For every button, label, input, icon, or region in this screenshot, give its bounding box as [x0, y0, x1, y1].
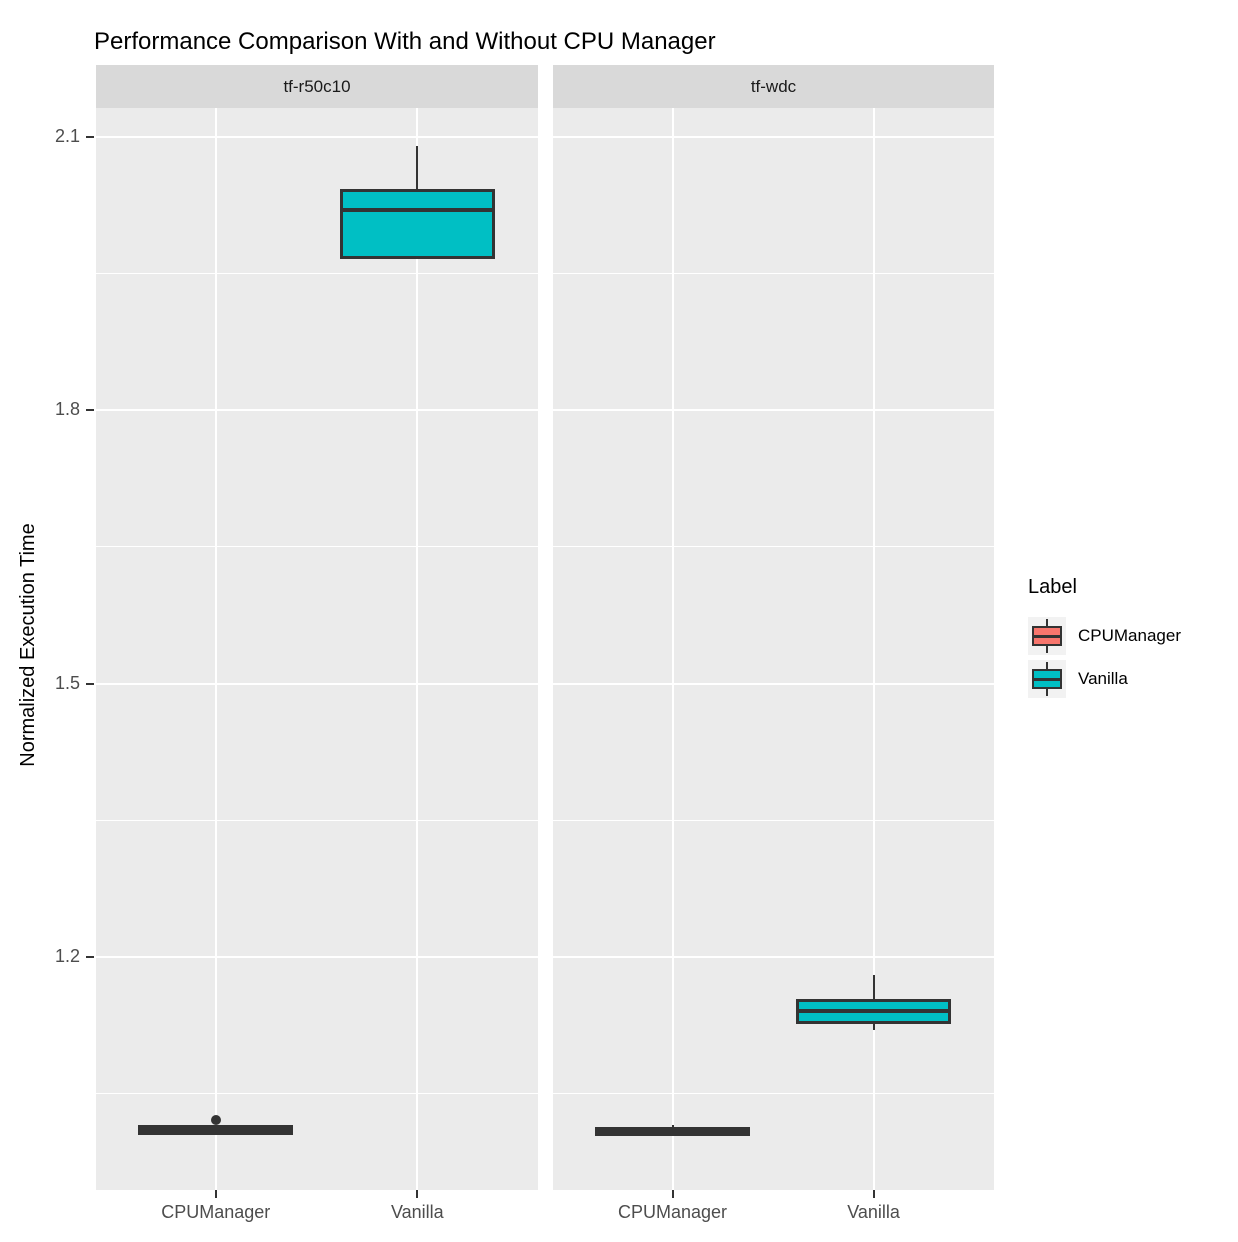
boxplot-whisker	[416, 146, 419, 192]
legend-entry-label: Vanilla	[1078, 669, 1128, 688]
y-tick-label: 2.1	[54, 126, 80, 147]
y-tick-label: 1.8	[54, 399, 80, 420]
gridline-minor-y	[96, 546, 538, 548]
legend: Label CPUManager Vanilla	[1028, 576, 1236, 703]
gridline-minor-y	[553, 546, 994, 548]
legend-key-boxplot-icon	[1028, 617, 1066, 655]
legend-entries: CPUManager Vanilla	[1028, 617, 1236, 698]
legend-entry: Vanilla	[1028, 660, 1236, 698]
boxplot-whisker	[872, 975, 875, 1003]
x-tick-mark	[416, 1190, 419, 1198]
y-tick-mark	[86, 136, 94, 139]
x-tick-label: Vanilla	[847, 1202, 900, 1222]
x-tick-mark	[671, 1190, 674, 1198]
gridline-major-y	[96, 136, 538, 139]
y-tick-mark	[86, 409, 94, 412]
facet-panel	[553, 108, 994, 1190]
gridline-major-y	[553, 409, 994, 412]
chart-title: Performance Comparison With and Without …	[94, 28, 716, 55]
gridline-minor-y	[553, 1092, 994, 1094]
gridline-major-y	[553, 136, 994, 139]
x-tick-label: Vanilla	[390, 1202, 444, 1222]
gridline-major-y	[96, 682, 538, 685]
gridline-minor-y	[553, 273, 994, 275]
facet-strip: tf-r50c10	[96, 65, 538, 108]
gridline-major-y	[553, 682, 994, 685]
y-tick-mark	[86, 682, 94, 685]
gridline-minor-y	[96, 273, 538, 275]
boxplot-median	[799, 1009, 949, 1014]
boxplot-whisker	[872, 1020, 875, 1030]
gridline-x	[872, 108, 875, 1190]
x-tick-mark	[214, 1190, 217, 1198]
legend-key-boxplot-icon	[1028, 660, 1066, 698]
boxplot-box	[339, 188, 495, 259]
gridline-minor-y	[96, 819, 538, 821]
y-tick-label: 1.5	[54, 672, 80, 693]
x-tick-label: CPUManager	[161, 1202, 271, 1222]
gridline-x	[671, 108, 674, 1190]
boxplot-median	[141, 1127, 291, 1132]
y-tick-label: 1.2	[54, 945, 80, 966]
gridline-major-y	[96, 409, 538, 412]
x-tick-mark	[872, 1190, 875, 1198]
gridline-minor-y	[96, 1092, 538, 1094]
gridline-x	[214, 108, 217, 1190]
boxplot-median	[342, 208, 492, 212]
legend-title: Label	[1028, 576, 1077, 598]
outlier-point	[210, 1114, 221, 1125]
legend-entry: CPUManager	[1028, 617, 1236, 655]
y-tick-mark	[86, 955, 94, 958]
gridline-minor-y	[553, 819, 994, 821]
legend-entry-label: CPUManager	[1078, 626, 1181, 645]
legend-key-median	[1034, 678, 1060, 681]
facet-panel	[96, 108, 538, 1190]
legend-key-median	[1034, 635, 1060, 638]
gridline-major-y	[553, 955, 994, 958]
boxplot-median	[598, 1128, 747, 1133]
facet-strip: tf-wdc	[553, 65, 994, 108]
x-tick-label: CPUManager	[617, 1202, 728, 1222]
gridline-x	[416, 108, 419, 1190]
gridline-major-y	[96, 955, 538, 958]
